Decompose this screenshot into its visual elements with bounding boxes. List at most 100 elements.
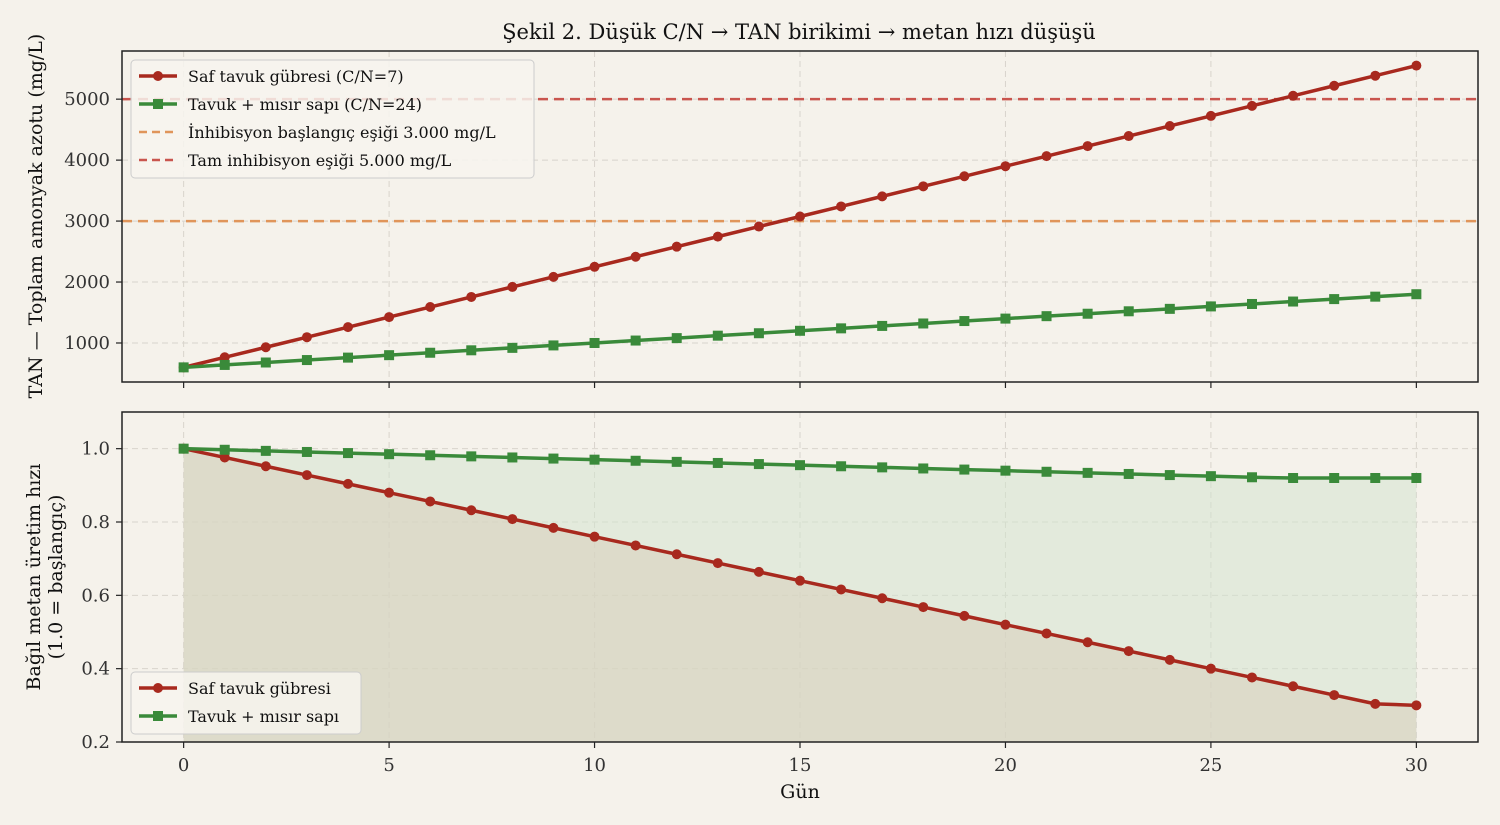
data-point xyxy=(301,355,312,366)
data-point xyxy=(1000,161,1011,172)
data-point xyxy=(1082,141,1093,152)
x-tick-label: 0 xyxy=(178,755,189,776)
data-point xyxy=(1041,311,1052,322)
data-point xyxy=(1164,120,1175,131)
data-point xyxy=(548,522,559,533)
data-point xyxy=(343,478,353,489)
data-point xyxy=(301,470,312,481)
legend-label: Tavuk + mısır sapı (C/N=24) xyxy=(188,95,422,114)
data-point xyxy=(1329,80,1340,91)
data-point xyxy=(1370,698,1381,709)
data-point xyxy=(1288,90,1299,101)
data-point xyxy=(1329,473,1340,483)
data-point xyxy=(260,357,271,368)
data-point xyxy=(1123,306,1134,317)
x-tick-label: 10 xyxy=(583,755,606,776)
legend-box xyxy=(130,59,535,179)
data-point xyxy=(1411,700,1422,711)
data-point xyxy=(712,231,723,242)
data-point xyxy=(343,352,353,363)
data-point xyxy=(466,291,477,302)
data-point xyxy=(918,181,929,192)
data-point xyxy=(425,450,436,461)
data-point xyxy=(384,487,395,498)
data-point xyxy=(1288,473,1299,483)
data-point xyxy=(959,610,970,621)
data-point xyxy=(836,323,847,334)
data-point xyxy=(959,316,970,327)
data-point xyxy=(1164,303,1175,314)
data-point xyxy=(384,312,395,323)
data-point xyxy=(1000,313,1011,324)
y-tick-label: 0.2 xyxy=(81,732,110,753)
data-point xyxy=(1041,151,1052,162)
legend-label: Saf tavuk gübresi (C/N=7) xyxy=(188,67,404,86)
legend-label: Tavuk + mısır sapı xyxy=(188,707,339,726)
data-point xyxy=(425,496,436,507)
data-point xyxy=(712,558,723,569)
data-point xyxy=(671,549,682,560)
data-point xyxy=(753,221,764,232)
data-point xyxy=(712,457,723,468)
data-point xyxy=(795,460,805,471)
data-point xyxy=(219,359,230,370)
data-point xyxy=(671,241,682,252)
data-point xyxy=(384,350,395,361)
data-point xyxy=(836,201,847,212)
legend-marker xyxy=(153,683,163,693)
data-point xyxy=(301,332,312,343)
data-point xyxy=(301,446,312,457)
x-tick-label: 25 xyxy=(1199,755,1222,776)
data-point xyxy=(260,342,271,353)
data-point xyxy=(877,191,888,202)
data-point xyxy=(671,333,682,344)
data-point xyxy=(1247,672,1257,683)
data-point xyxy=(507,452,518,463)
data-point xyxy=(1329,690,1340,701)
data-point xyxy=(219,444,230,455)
data-point xyxy=(466,345,477,356)
data-point xyxy=(877,462,888,473)
x-tick-label: 5 xyxy=(383,755,394,776)
data-point xyxy=(630,335,641,346)
data-point xyxy=(384,449,395,460)
data-point xyxy=(589,261,600,272)
data-point xyxy=(1205,663,1216,674)
data-point xyxy=(1164,470,1175,481)
data-point xyxy=(1205,471,1216,482)
data-point xyxy=(507,342,518,353)
x-tick-label: 30 xyxy=(1405,755,1428,776)
y-axis-title: TAN — Toplam amonyak azotu (mg/L) xyxy=(25,34,47,399)
legend-marker xyxy=(153,99,163,109)
x-tick-label: 15 xyxy=(789,755,812,776)
data-point xyxy=(795,575,805,586)
data-point xyxy=(918,463,929,474)
data-point xyxy=(1205,110,1216,121)
y-axis-title-line2: (1.0 = başlangıç) xyxy=(45,495,67,660)
y-tick-label: 2000 xyxy=(64,272,110,293)
data-point xyxy=(1370,70,1381,81)
legend-box xyxy=(130,671,362,735)
legend-label: Saf tavuk gübresi xyxy=(188,679,331,698)
data-point xyxy=(918,318,929,329)
data-point xyxy=(343,448,353,459)
y-tick-label: 0.6 xyxy=(81,585,110,606)
data-point xyxy=(877,320,888,331)
data-point xyxy=(1247,298,1257,309)
data-point xyxy=(795,211,805,222)
data-point xyxy=(260,461,271,472)
x-axis-title: Gün xyxy=(780,781,820,803)
data-point xyxy=(466,451,477,462)
data-point xyxy=(178,362,189,373)
data-point xyxy=(959,171,970,182)
x-tick-label: 20 xyxy=(994,755,1017,776)
data-point xyxy=(548,340,559,351)
data-point xyxy=(1370,473,1381,483)
data-point xyxy=(219,352,230,363)
series-area xyxy=(183,448,1417,742)
y-tick-label: 0.8 xyxy=(81,512,110,533)
y-tick-label: 3000 xyxy=(64,211,110,232)
data-point xyxy=(630,540,641,551)
